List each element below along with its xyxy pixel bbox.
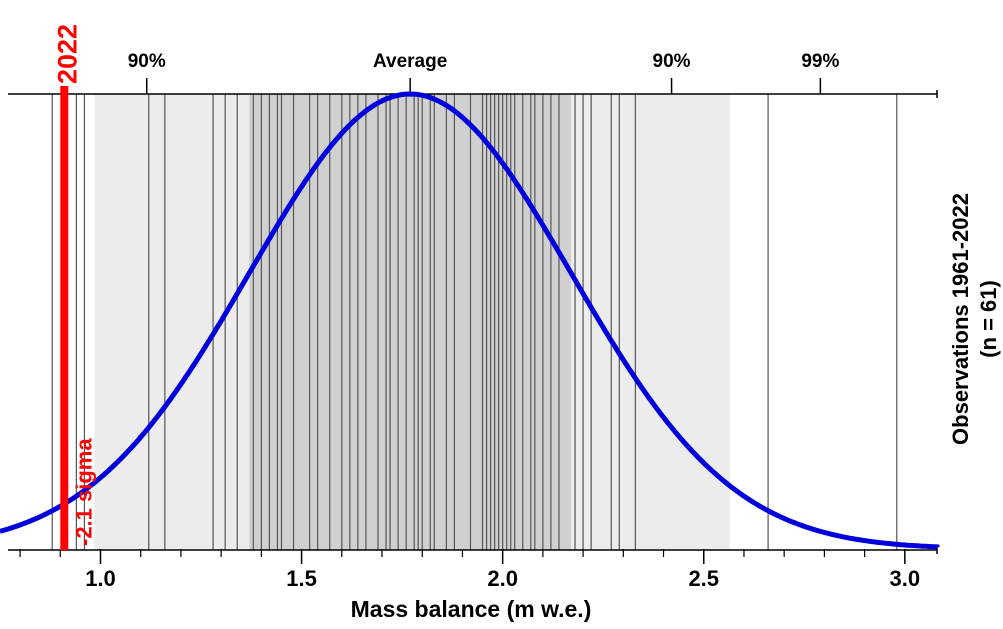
range-bands <box>94 94 730 550</box>
top-marker-label: 90% <box>653 51 691 72</box>
x-tick-label: 1.0 <box>85 566 116 591</box>
top-marker-label: Average <box>373 51 447 72</box>
top-marker-label: 90% <box>128 51 166 72</box>
band-rect <box>249 94 572 550</box>
x-tick-label: 2.0 <box>487 566 518 591</box>
x-axis-label: Mass balance (m w.e.) <box>351 596 592 622</box>
y-axis-label-right-line1: Observations 1961-2022 <box>948 193 973 445</box>
highlight-sigma-label: -2.1 sigma <box>71 438 96 546</box>
x-tick-label: 2.5 <box>688 566 719 591</box>
x-tick-label: 1.5 <box>286 566 317 591</box>
x-tick-label: 3.0 <box>890 566 921 591</box>
observation-lines <box>51 94 898 550</box>
normal-distribution-curve <box>0 91 940 550</box>
highlight-year-label: 2022 <box>52 24 82 84</box>
highlight-2022: 2022 -2.1 sigma <box>52 24 96 550</box>
axes: 1.0 1.5 2.0 2.5 3.0 90% Average 90% 99% <box>8 51 938 591</box>
y-axis-label-right-line2: (n = 61) <box>976 280 1001 358</box>
top-marker-label: 99% <box>801 51 839 72</box>
axis-labels: Mass balance (m w.e.) Observations 1961-… <box>351 193 1001 622</box>
